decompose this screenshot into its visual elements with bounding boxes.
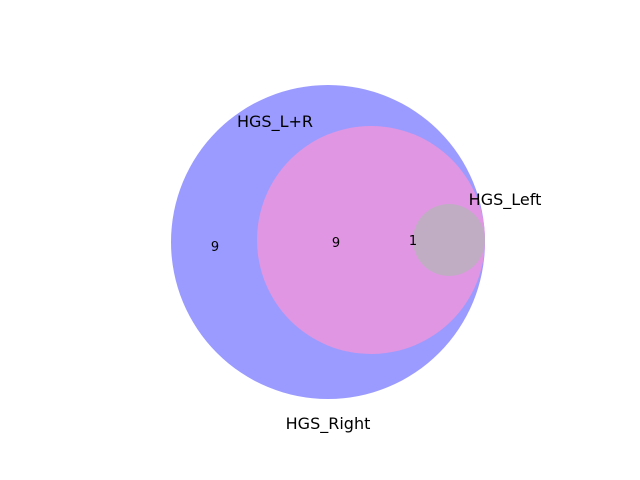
circle-hgs-lr bbox=[257, 126, 485, 354]
circle-hgs-left bbox=[413, 204, 485, 276]
region-count-lr-right: 9 bbox=[332, 236, 340, 251]
region-count-all-three: 1 bbox=[409, 234, 417, 249]
region-count-right-only: 9 bbox=[211, 240, 219, 255]
label-hgs-lr: HGS_L+R bbox=[237, 112, 313, 132]
label-hgs-right: HGS_Right bbox=[286, 414, 371, 434]
label-hgs-left: HGS_Left bbox=[469, 190, 542, 210]
